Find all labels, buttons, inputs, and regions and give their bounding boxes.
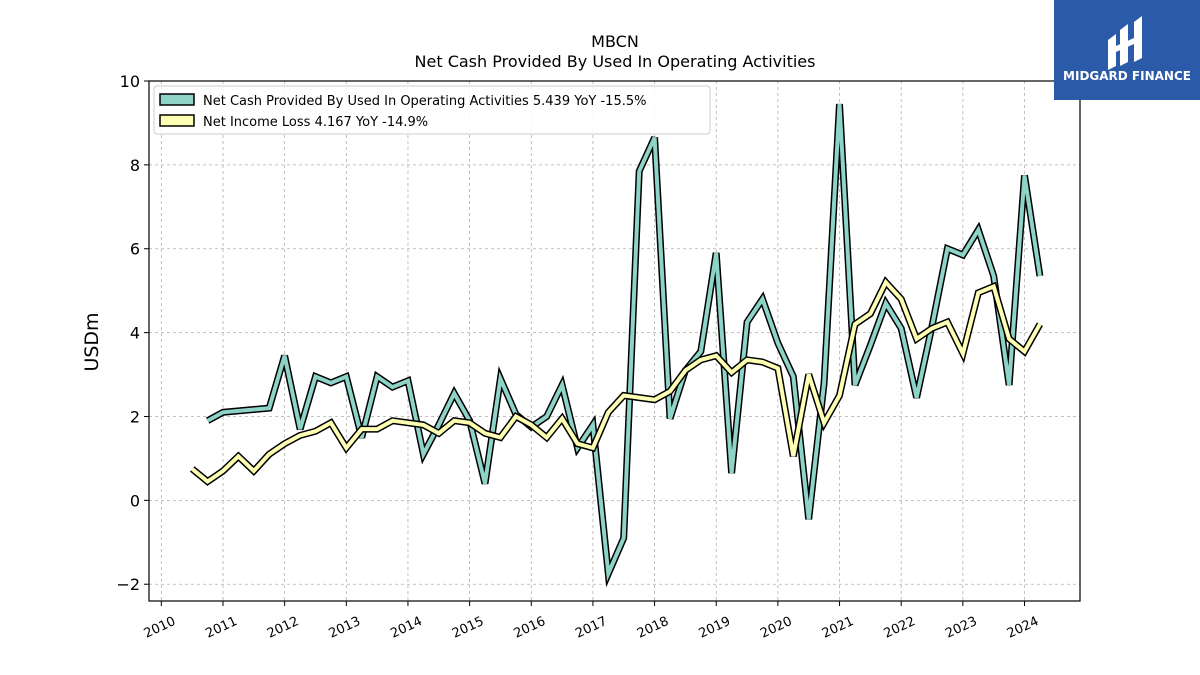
y-tick-label: 0 — [130, 491, 140, 510]
legend-box — [153, 85, 711, 135]
legend-label-net-cash: Net Cash Provided By Used In Operating A… — [203, 94, 646, 109]
x-tick-label: 2015 — [450, 614, 486, 642]
y-tick-label: 4 — [130, 324, 140, 343]
y-tick-label: 10 — [120, 72, 140, 91]
series-lines — [189, 103, 1044, 588]
legend-swatch-net-cash — [159, 93, 195, 106]
x-tick-label: 2019 — [697, 614, 733, 642]
x-tick-label: 2010 — [142, 614, 178, 642]
series-line-net-income — [190, 278, 1042, 484]
logo-text: MIDGARD FINANCE — [1063, 69, 1191, 83]
y-tick-label: −2 — [116, 575, 140, 594]
x-tick-label: 2018 — [635, 614, 671, 642]
legend-swatch-net-income — [159, 114, 195, 127]
y-tick-label: 6 — [130, 240, 140, 259]
x-tick-label: 2022 — [882, 614, 918, 642]
axis-ticks: −2 0 2 4 6 8 10 2010 2011 2012 2013 2014 2015 2016 201… — [116, 72, 1041, 642]
x-tick-label: 2012 — [265, 614, 301, 642]
y-axis-label: USDm — [81, 312, 103, 371]
x-tick-label: 2021 — [820, 614, 856, 642]
x-tick-label: 2014 — [388, 614, 424, 642]
y-tick-label: 8 — [130, 156, 140, 175]
x-tick-label: 2016 — [512, 614, 548, 642]
logo-mark-icon — [1108, 16, 1142, 70]
legend-label-net-income: Net Income Loss 4.167 YoY -14.9% — [203, 115, 428, 130]
x-tick-label: 2017 — [573, 614, 609, 642]
legend: Net Cash Provided By Used In Operating A… — [153, 85, 711, 135]
x-tick-label: 2020 — [758, 614, 794, 642]
grid — [149, 80, 1080, 601]
x-tick-label: 2013 — [327, 614, 363, 642]
chart-subtitle: Net Cash Provided By Used In Operating A… — [415, 52, 816, 71]
x-tick-label: 2011 — [203, 614, 239, 642]
y-tick-label: 2 — [130, 407, 140, 426]
plot-frame — [148, 80, 1081, 602]
midgard-finance-logo: MIDGARD FINANCE — [1054, 0, 1200, 100]
x-tick-label: 2024 — [1005, 614, 1041, 642]
x-tick-label: 2023 — [943, 614, 979, 642]
series-line-net-cash — [206, 103, 1042, 582]
chart-title: MBCN — [591, 32, 639, 51]
